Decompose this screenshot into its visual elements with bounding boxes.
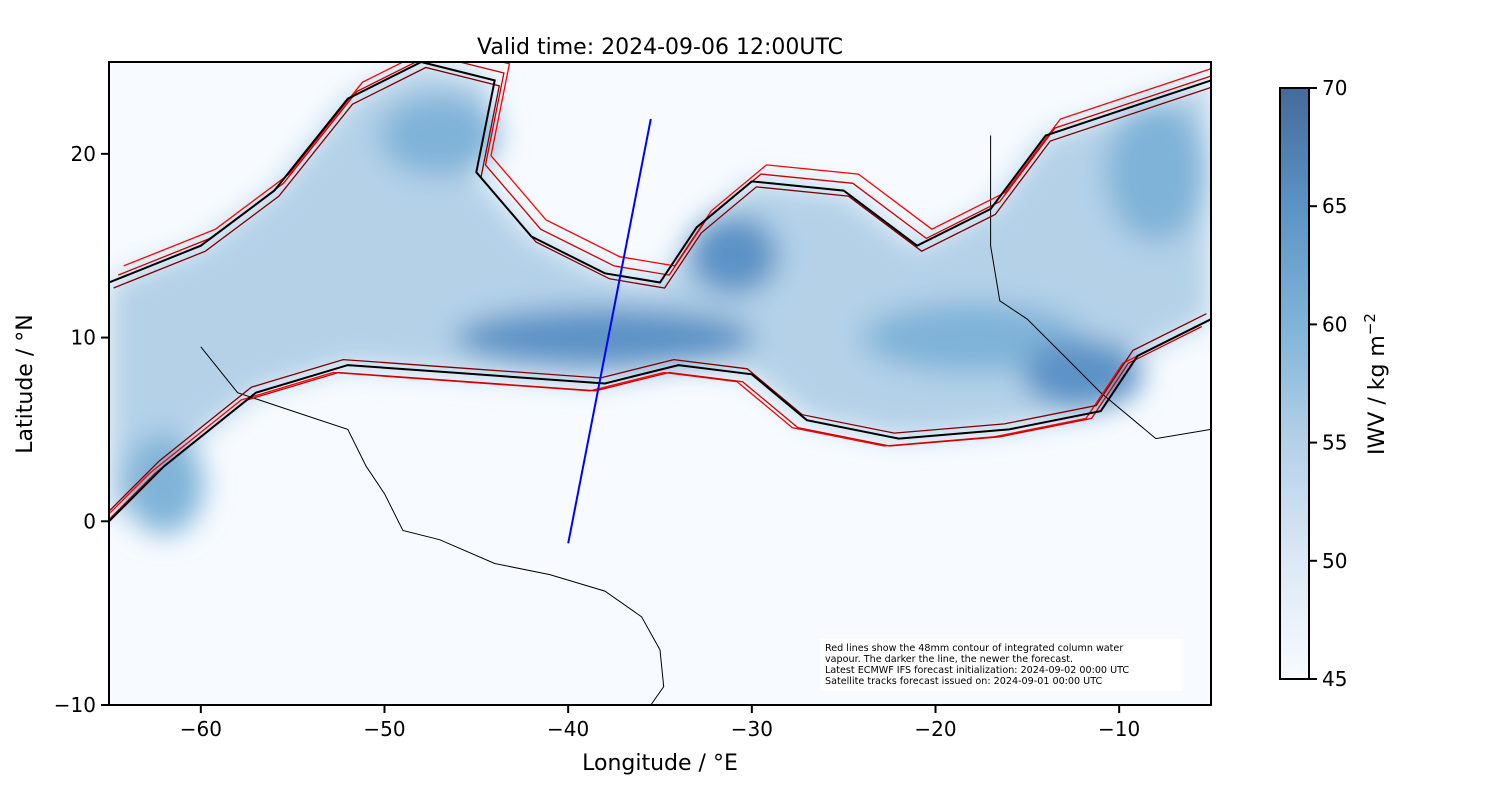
note-line: vapour. The darker the line, the newer t… [825, 654, 1074, 665]
x-tick-label: −50 [363, 717, 405, 741]
x-tick-label: −60 [180, 717, 222, 741]
iwv-contour-north [109, 62, 1211, 284]
iwv-contour-north [117, 62, 1211, 276]
iwv-contour-south [109, 325, 1197, 515]
colorbar-tick-label: 55 [1322, 431, 1347, 455]
y-axis-label: Latitude / °N [13, 314, 38, 453]
plot-frame [108, 61, 1212, 706]
y-tick-label: 10 [71, 326, 96, 350]
x-tick-label: −40 [547, 717, 589, 741]
map-layer [109, 62, 1211, 705]
colorbar-ticks: 45 50 55 60 65 70 [1309, 76, 1347, 691]
note-line: Satellite tracks forecast issued on: 202… [825, 676, 1103, 687]
info-note: Red lines show the 48mm contour of integ… [820, 639, 1182, 691]
colorbar-tick-label: 45 [1322, 667, 1347, 691]
y-tick-label: 20 [71, 142, 96, 166]
iwv-contour-north [113, 66, 1211, 289]
x-tick-label: −20 [914, 717, 956, 741]
y-tick-label: −10 [54, 693, 96, 717]
iwv-maximum [379, 95, 500, 176]
iwv-contour-south [109, 318, 1211, 523]
coastline-south-america [200, 346, 665, 705]
x-tick-label: −10 [1098, 717, 1140, 741]
iwv-maximum [862, 302, 1083, 373]
plot-title: Valid time: 2024-09-06 12:00UTC [477, 35, 843, 60]
iwv-maximum [454, 307, 755, 368]
satellite-track [567, 118, 652, 544]
iwv-maximum [1105, 102, 1206, 243]
axes: −60 −50 −40 −30 −20 −10 −10 0 10 20 [54, 142, 1140, 741]
colorbar [1279, 87, 1310, 680]
coastline-africa [990, 135, 1211, 440]
note-line: Red lines show the 48mm contour of integ… [825, 643, 1124, 654]
y-tick-label: 0 [83, 509, 96, 533]
colorbar-label: IWV / kg m−2 [1361, 313, 1390, 455]
iwv-band [109, 62, 1211, 522]
iwv-maximum [124, 434, 205, 535]
x-tick-label: −30 [731, 717, 773, 741]
colorbar-tick-label: 60 [1322, 312, 1347, 336]
iwv-contour-south [109, 313, 1207, 513]
colorbar-tick-label: 65 [1322, 194, 1347, 218]
iwv-maximum [688, 214, 779, 295]
colorbar-tick-label: 70 [1322, 76, 1347, 100]
x-axis-label: Longitude / °E [582, 751, 738, 776]
note-line: Latest ECMWF IFS forecast initialization… [825, 665, 1130, 676]
colorbar-tick-label: 50 [1322, 549, 1347, 573]
iwv-contour-south [109, 325, 1203, 521]
iwv-field [109, 62, 1211, 535]
